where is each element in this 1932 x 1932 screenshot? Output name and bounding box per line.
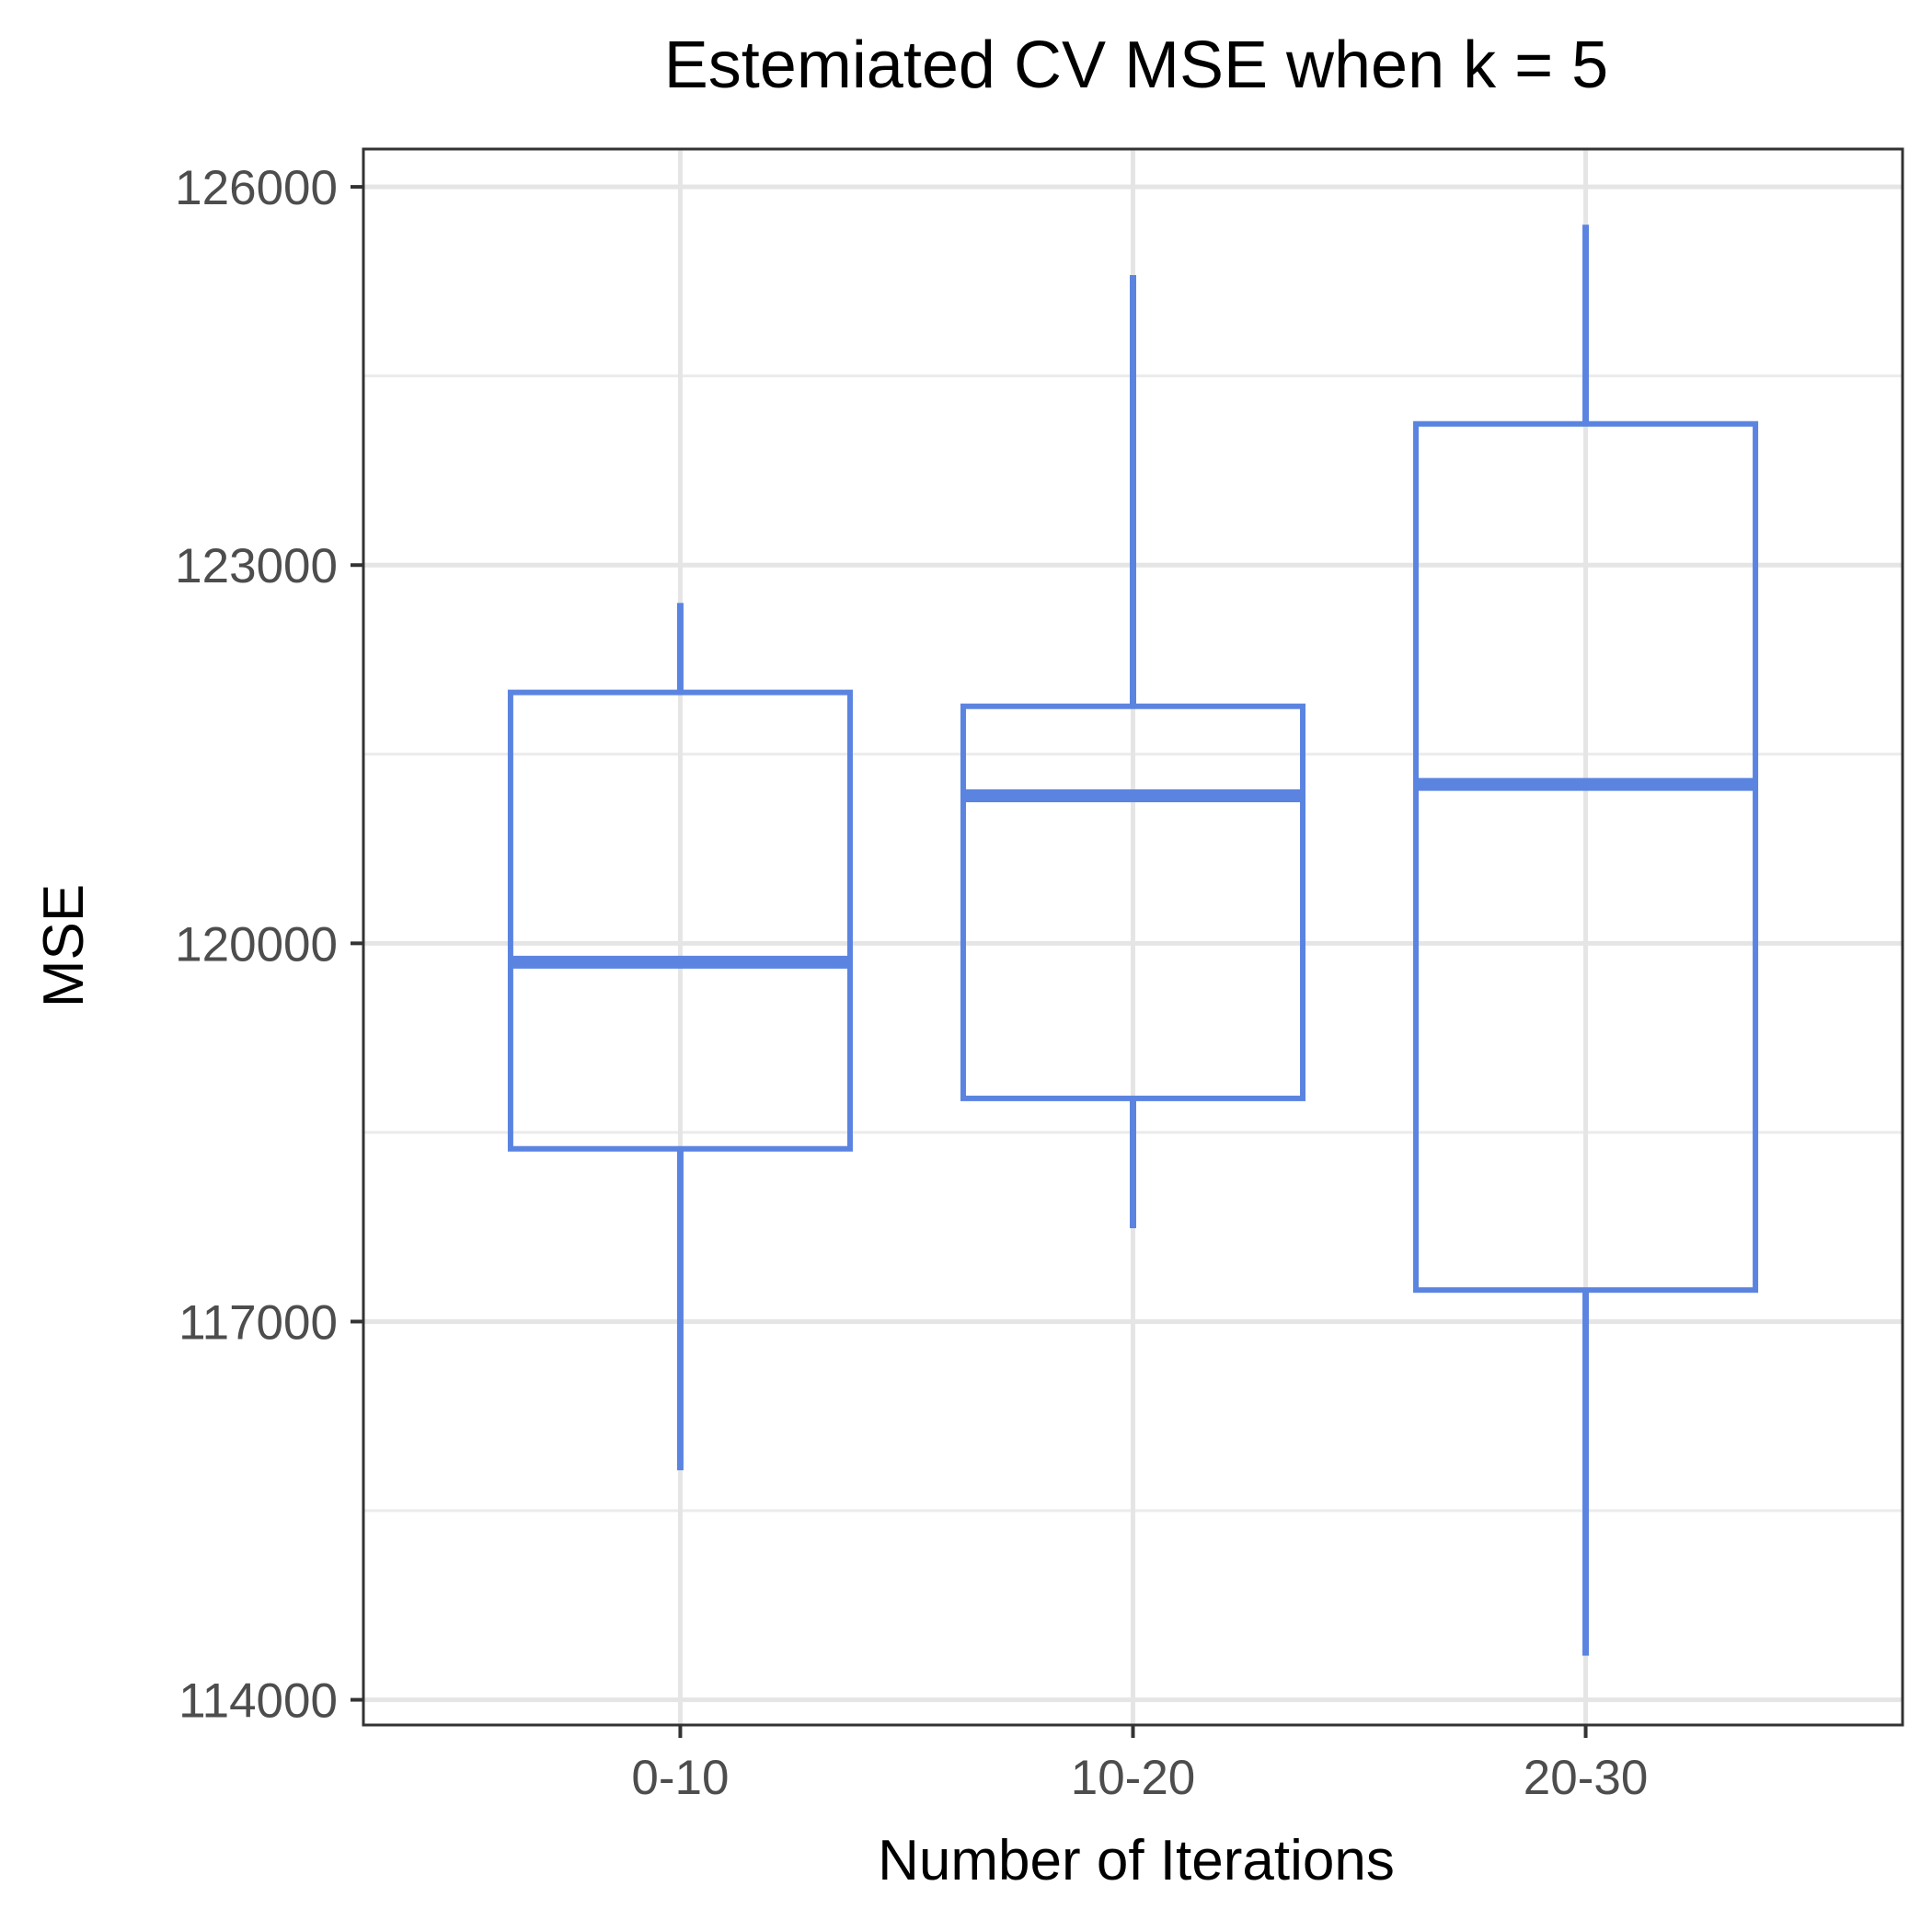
y-tick-label: 126000 [175,161,338,215]
y-axis-title: MSE [32,884,96,1007]
boxplot-series [507,224,1759,1656]
y-tick-label: 117000 [178,1295,338,1350]
y-tick-label: 120000 [175,917,338,972]
x-tick-label: 0-10 [631,1751,729,1805]
y-axis: 114000 117000 120000 123000 126000 [175,161,363,1729]
box-0-10 [507,603,853,1471]
x-tick-label: 20-30 [1524,1751,1649,1805]
box-iqr [507,689,853,1152]
x-axis: 0-10 10-20 20-30 [631,1725,1648,1805]
box-10-20 [960,275,1306,1229]
y-tick-label: 123000 [175,539,338,593]
box-iqr [960,703,1306,1101]
box-20-30 [1413,224,1759,1656]
x-tick-label: 10-20 [1071,1751,1196,1805]
box-iqr [1413,420,1759,1294]
x-axis-title: Number of Iterations [878,1829,1395,1892]
chart-title: Estemiated CV MSE when k = 5 [664,29,1608,102]
y-tick-label: 114000 [178,1674,338,1729]
